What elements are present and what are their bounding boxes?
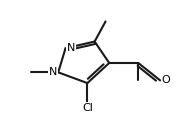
Text: Cl: Cl <box>82 103 93 113</box>
Text: N: N <box>66 43 75 53</box>
Text: O: O <box>162 75 170 85</box>
Text: N: N <box>49 67 57 77</box>
